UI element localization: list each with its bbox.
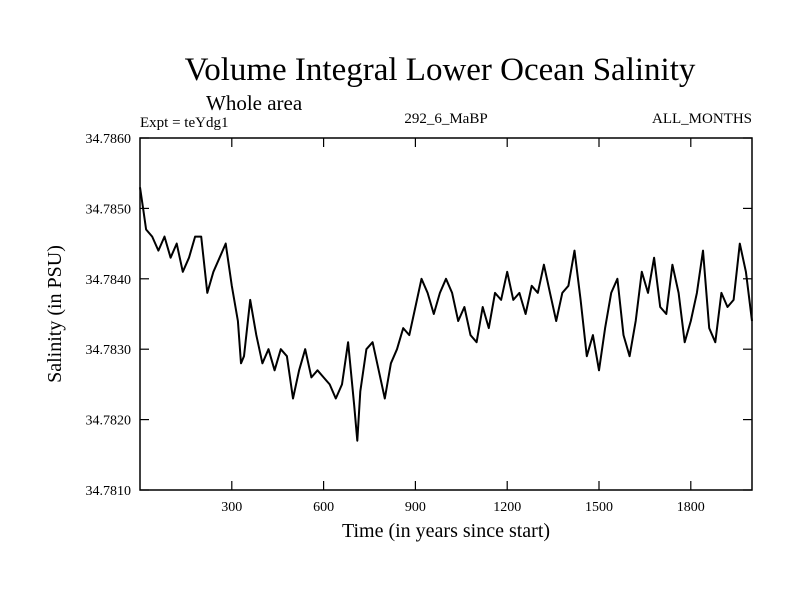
y-tick-label: 34.7820 xyxy=(86,414,132,429)
x-tick-label: 900 xyxy=(405,500,426,515)
y-tick-label: 34.7830 xyxy=(86,343,132,358)
salinity-series-line xyxy=(139,187,753,442)
experiment-label: Expt = teYdg1 xyxy=(140,115,228,131)
x-axis-ticks: 300 600 900 1200 1500 1800 xyxy=(221,138,705,515)
x-tick-label: 600 xyxy=(313,500,334,515)
y-tick-label: 34.7810 xyxy=(86,484,132,499)
y-tick-label: 34.7840 xyxy=(86,273,132,288)
y-axis-label: Salinity (in PSU) xyxy=(44,245,66,383)
months-label: ALL_MONTHS xyxy=(652,111,752,127)
x-tick-label: 1800 xyxy=(677,500,705,515)
run-label: 292_6_MaBP xyxy=(404,111,487,127)
chart-title: Volume Integral Lower Ocean Salinity xyxy=(185,52,696,88)
y-axis-ticks: 34.7810 34.7820 34.7830 34.7840 34.7850 34.78… xyxy=(86,132,752,499)
chart-subtitle: Whole area xyxy=(206,91,303,115)
x-tick-label: 300 xyxy=(221,500,242,515)
y-tick-label: 34.7850 xyxy=(86,202,132,217)
x-tick-label: 1500 xyxy=(585,500,613,515)
x-tick-label: 1200 xyxy=(493,500,521,515)
plot-frame xyxy=(139,137,753,491)
y-tick-label: 34.7860 xyxy=(86,132,132,147)
x-axis-label: Time (in years since start) xyxy=(342,520,550,542)
